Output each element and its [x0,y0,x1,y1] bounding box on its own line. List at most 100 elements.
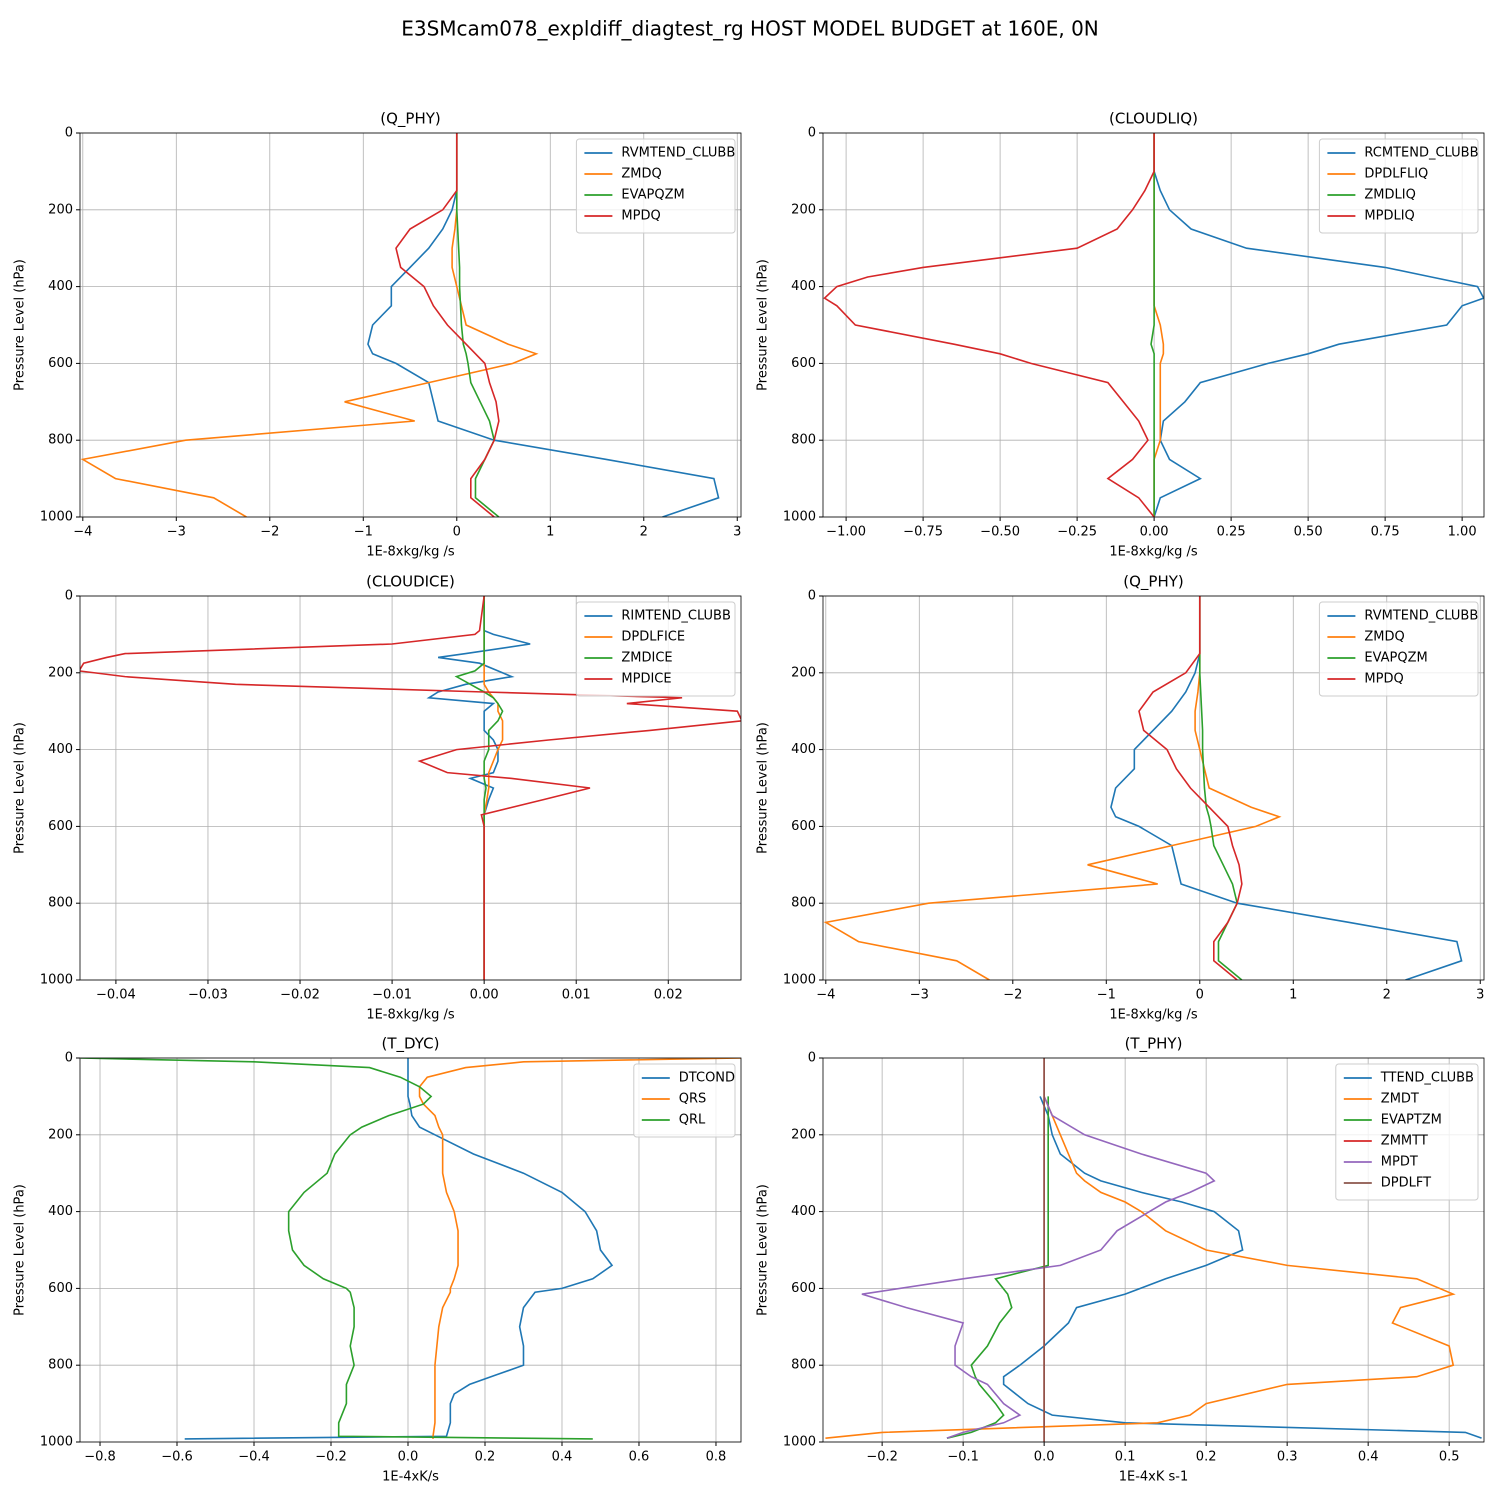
y-tick-label: 200 [791,1127,816,1142]
y-tick-label: 1000 [40,973,73,988]
legend-label: ZMDICE [621,651,672,666]
line [1110,596,1463,980]
axes-title: (T_PHY) [1125,1035,1183,1054]
x-tick-label: 0.0 [1034,1450,1055,1465]
y-tick-label: 600 [791,356,816,371]
x-tick-label: −0.02 [280,988,320,1003]
y-tick-label: 200 [48,665,73,680]
x-axis-label: 1E-8xkg/kg /s [1109,545,1198,560]
line [823,133,1155,517]
line [395,133,500,517]
x-tick-label: −0.01 [372,988,412,1003]
plot-area [80,596,741,980]
x-tick-label: 0.3 [1277,1450,1298,1465]
legend-label: TTEND_CLUBB [1380,1071,1474,1086]
x-tick-label: 0.4 [552,1450,573,1465]
x-tick-label: −0.04 [96,988,136,1003]
x-tick-label: −4 [73,525,92,540]
x-tick-label: 0.4 [1358,1450,1379,1465]
x-tick-label: 0 [1196,988,1204,1003]
y-tick-label: 0 [65,589,73,604]
legend-box [1318,601,1479,697]
x-tick-label: 0.8 [706,1450,727,1465]
x-tick-label: 1 [546,525,554,540]
axes-frame [822,132,1485,518]
line [80,1058,593,1440]
y-tick-label: 400 [791,1204,816,1219]
legend-label: MPDT [1381,1155,1418,1170]
y-tick-label: 1000 [40,510,73,525]
axes-frame [79,132,742,518]
legend-label: ZMDQ [621,167,661,182]
line [426,596,531,980]
x-tick-label: −3 [910,988,929,1003]
x-tick-label: −0.2 [866,1450,898,1465]
y-axis-label: Pressure Level (hPa) [13,722,28,854]
legend-box [575,601,736,697]
x-tick-label: −1 [354,525,373,540]
line [80,133,539,517]
y-tick-label: 400 [48,742,73,757]
x-tick-label: −0.4 [238,1450,270,1465]
line [455,133,500,517]
y-tick-label: 600 [48,1281,73,1296]
legend-label: DPDLFICE [621,630,685,645]
axes-frame [79,1057,742,1443]
plot-area [823,596,1463,980]
x-tick-label: −0.75 [903,525,943,540]
y-tick-label: 800 [48,433,73,448]
legend-label: MPDQ [621,209,660,224]
legend-label: ZMDQ [1364,630,1404,645]
y-tick-label: 600 [48,819,73,834]
line [454,596,504,980]
legend-label: QRS [679,1092,707,1107]
x-tick-label: 0.02 [654,988,683,1003]
y-axis-label: Pressure Level (hPa) [13,1184,28,1316]
y-tick-label: 800 [791,1358,816,1373]
x-tick-label: 2 [640,525,648,540]
x-tick-label: 0 [453,525,461,540]
y-tick-label: 200 [48,202,73,217]
y-tick-label: 800 [48,1358,73,1373]
y-tick-label: 200 [791,202,816,217]
legend-label: RCMTEND_CLUBB [1364,146,1478,161]
line [1002,1096,1482,1439]
legend-label: ZMDT [1381,1092,1419,1107]
legend-box [633,1063,736,1138]
figure-title: E3SMcam078_expldiff_diagtest_rg HOST MOD… [401,17,1099,41]
y-tick-label: 0 [808,126,816,141]
legend-label: ZMDLIQ [1364,188,1415,203]
x-tick-label: −2 [260,525,279,540]
legend-label: DPDLFLIQ [1364,167,1428,182]
y-tick-label: 1000 [783,1435,816,1450]
legend-label: RVMTEND_CLUBB [1364,609,1478,624]
x-tick-label: 0.0 [398,1450,419,1465]
axes-title: (CLOUDLIQ) [1109,110,1198,128]
y-tick-label: 0 [65,1051,73,1066]
x-tick-label: −1 [1097,988,1116,1003]
y-tick-label: 800 [48,896,73,911]
x-tick-label: 0.6 [629,1450,650,1465]
x-tick-label: 3 [733,525,741,540]
x-axis-label: 1E-8xkg/kg /s [366,545,455,560]
line [1150,133,1155,517]
line [861,1096,1216,1439]
y-tick-label: 400 [791,742,816,757]
line [823,596,1282,980]
x-tick-label: −0.2 [315,1450,347,1465]
plot-area [80,133,720,517]
legend-label: ZMMTT [1381,1134,1428,1149]
y-tick-label: 0 [808,1051,816,1066]
legend-label: EVAPQZM [1364,651,1427,666]
x-tick-label: −1.00 [826,525,866,540]
x-tick-label: −0.03 [188,988,228,1003]
x-tick-label: −2 [1003,988,1022,1003]
axes-title: (CLOUDICE) [366,573,455,591]
x-tick-label: 0.00 [1140,525,1169,540]
x-tick-label: 0.25 [1217,525,1246,540]
line [1138,596,1243,980]
x-axis-label: 1E-8xkg/kg /s [366,1008,455,1023]
y-tick-label: 800 [791,433,816,448]
x-tick-label: 0.2 [1196,1450,1217,1465]
plot-area [80,1058,741,1440]
